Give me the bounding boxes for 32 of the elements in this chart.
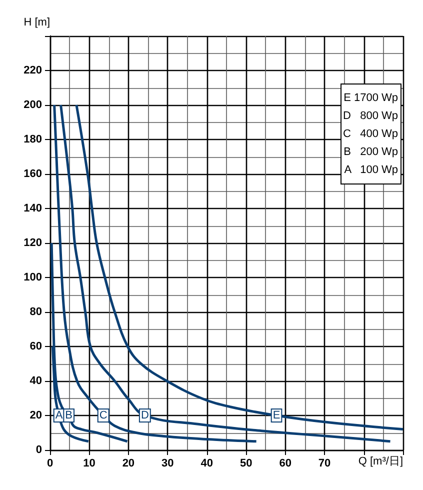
y-tick-label: 120	[24, 237, 42, 249]
y-tick-label: 180	[24, 134, 42, 146]
y-axis-title: H [m]	[24, 16, 50, 28]
annotation: A 100 Wp	[344, 164, 398, 176]
y-tick-label: 80	[30, 306, 42, 318]
x-tick-label: 20	[122, 458, 135, 470]
y-tick-label: 20	[30, 410, 42, 422]
annotation: B 200 Wp	[344, 146, 398, 158]
x-tick-label: 40	[200, 458, 214, 470]
x-tick-label: 70	[318, 458, 331, 470]
annotation: E	[272, 410, 280, 422]
annotation: C	[99, 410, 108, 422]
annotation: D	[140, 410, 149, 422]
y-tick-label: 100	[24, 272, 42, 284]
y-tick-label: 0	[36, 444, 42, 456]
annotation: A	[55, 410, 64, 422]
y-tick-label: 60	[30, 340, 42, 352]
x-tick-label: 0	[46, 458, 54, 470]
annotation: C 400 Wp	[342, 128, 398, 140]
y-tick-label: 200	[24, 99, 42, 111]
annotation: D 800 Wp	[342, 110, 398, 122]
y-tick-label: 160	[24, 168, 42, 180]
x-tick-label: 50	[240, 458, 252, 470]
annotation: B	[65, 410, 72, 422]
y-tick-label: 140	[24, 202, 42, 214]
y-tick-label: 40	[30, 375, 42, 387]
y-tick-label: 220	[24, 64, 42, 76]
annotation: E 1700 Wp	[344, 92, 398, 104]
x-axis-title: Q [m³/日]	[358, 456, 403, 468]
x-tick-label: 30	[162, 458, 174, 470]
x-tick-label: 60	[279, 458, 292, 470]
x-tick-label: 10	[83, 458, 96, 470]
